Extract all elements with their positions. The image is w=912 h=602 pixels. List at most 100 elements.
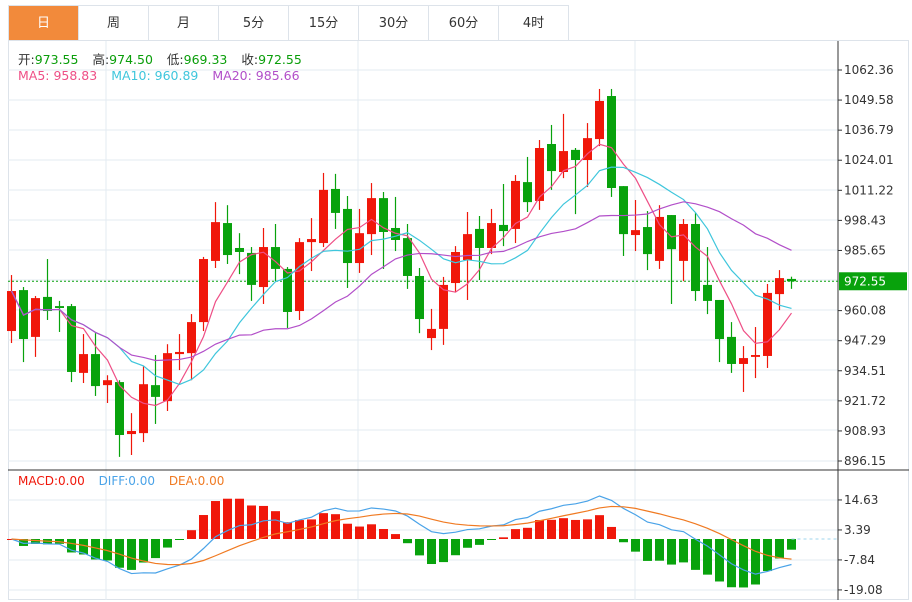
candle-body	[547, 144, 556, 172]
price-tick-label: 1024.01	[844, 153, 894, 167]
current-price-tag	[839, 272, 907, 291]
candle-body	[55, 306, 64, 308]
candle	[679, 219, 688, 282]
candle-body	[655, 216, 664, 261]
candle	[379, 191, 388, 269]
candle-body	[343, 208, 352, 264]
ma10-legend: MA10: 960.89	[111, 68, 199, 83]
macd-bar	[235, 498, 244, 539]
macd-bar	[271, 511, 280, 539]
tab-4[interactable]: 15分	[289, 6, 359, 41]
ma5-legend: MA5: 958.83	[18, 68, 98, 83]
candle	[439, 276, 448, 345]
candle	[187, 314, 196, 381]
macd-bar	[31, 539, 40, 544]
tab-3[interactable]: 5分	[219, 6, 289, 41]
candle	[487, 208, 496, 255]
tab-5[interactable]: 30分	[359, 6, 429, 41]
candle-body	[211, 222, 220, 261]
candle	[427, 308, 436, 351]
high-value: 974.50	[109, 52, 153, 67]
ma20-legend: MA20: 985.66	[212, 68, 300, 83]
candle-body	[511, 180, 520, 229]
candle-body	[283, 268, 292, 312]
macd-bar	[367, 524, 376, 539]
macd-bar	[631, 539, 640, 552]
candle-body	[31, 298, 40, 337]
candle-body	[391, 227, 400, 240]
macd-bar	[787, 539, 796, 550]
price-tick-label: 985.65	[844, 243, 886, 257]
tab-7[interactable]: 4时	[499, 6, 569, 41]
candle-body	[307, 239, 316, 243]
macd-bar	[127, 539, 136, 570]
price-tick-label: 1062.36	[844, 63, 894, 77]
macd-bar	[703, 539, 712, 575]
macd-bar	[151, 539, 160, 559]
macd-bar	[223, 498, 232, 539]
tab-1[interactable]: 周	[79, 6, 149, 41]
macd-bar	[523, 527, 532, 539]
grid-lines	[8, 41, 838, 600]
candle	[235, 233, 244, 275]
candle-body	[451, 251, 460, 284]
candle	[355, 208, 364, 273]
macd-bar	[571, 519, 580, 539]
candle	[655, 205, 664, 269]
price-tick-label: 934.51	[844, 364, 886, 378]
candle	[415, 267, 424, 334]
tab-2[interactable]: 月	[149, 6, 219, 41]
candle	[775, 270, 784, 311]
candle	[331, 173, 340, 229]
macd-tick-label: 3.39	[844, 523, 871, 537]
macd-bar	[715, 539, 724, 582]
price-tick-label: 1011.22	[844, 183, 894, 197]
macd-bar	[103, 539, 112, 561]
candle-body	[247, 252, 256, 285]
macd-bar	[535, 520, 544, 539]
macd-legend-value: MACD:0.00	[18, 474, 85, 488]
candle-body	[463, 234, 472, 260]
macd-bar	[667, 539, 676, 565]
macd-bar	[643, 539, 652, 561]
candle-body	[715, 299, 724, 340]
close-value: 972.55	[258, 52, 302, 67]
macd-histogram	[7, 498, 796, 588]
macd-bar	[451, 539, 460, 556]
macd-bar	[199, 515, 208, 539]
macd-bar	[415, 539, 424, 556]
price-tick-label: 896.15	[844, 454, 886, 468]
candle-body	[739, 358, 748, 364]
candle	[739, 346, 748, 392]
macd-bar	[511, 529, 520, 539]
macd-bar	[775, 539, 784, 559]
tab-6[interactable]: 60分	[429, 6, 499, 41]
price-tick-label: 947.29	[844, 334, 886, 348]
macd-bar	[559, 518, 568, 539]
macd-bar	[691, 539, 700, 570]
candle	[535, 140, 544, 210]
candle	[199, 256, 208, 332]
candle	[211, 202, 220, 268]
candle-body	[187, 322, 196, 354]
ma5-line	[10, 143, 792, 407]
macd-bar	[547, 519, 556, 539]
candle-body	[331, 188, 340, 213]
candle-body	[127, 431, 136, 435]
tab-0[interactable]: 日	[9, 6, 79, 41]
candle-body	[763, 292, 772, 356]
candle	[403, 223, 412, 289]
candle	[559, 113, 568, 179]
candle-body	[535, 148, 544, 201]
candle	[283, 267, 292, 328]
close-label: 收:	[241, 52, 259, 67]
candle-body	[355, 233, 364, 264]
macd-legend: MACD:0.00 DIFF:0.00 DEA:0.00	[18, 474, 234, 488]
candle	[91, 333, 100, 396]
candle	[619, 186, 628, 256]
candle	[595, 88, 604, 147]
candle-body	[643, 227, 652, 255]
candle-body	[271, 247, 280, 269]
